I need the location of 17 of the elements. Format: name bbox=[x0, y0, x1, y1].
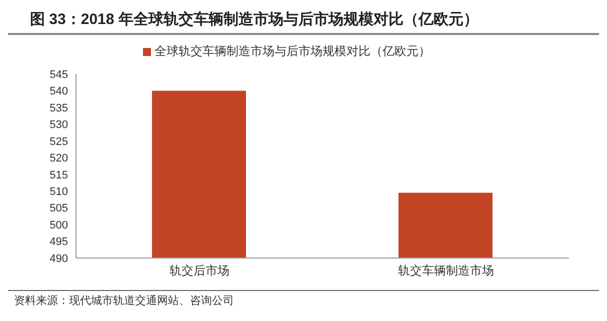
y-tick-label: 500 bbox=[50, 219, 68, 232]
chart-title: 图 33：2018 年全球轨交车辆制造市场与后市场规模对比（亿欧元） bbox=[8, 8, 599, 35]
y-tick-label: 495 bbox=[50, 236, 68, 248]
x-tick-label: 轨交后市场 bbox=[169, 264, 230, 278]
y-tick-label: 505 bbox=[50, 202, 68, 215]
y-tick-label: 520 bbox=[50, 152, 68, 165]
y-tick-label: 530 bbox=[50, 119, 68, 132]
y-tick-label: 490 bbox=[50, 252, 68, 265]
y-tick-label: 510 bbox=[50, 186, 68, 198]
x-tick-label: 轨交车辆制造市场 bbox=[398, 264, 494, 278]
y-tick-label: 525 bbox=[50, 136, 68, 148]
y-tick-label: 540 bbox=[50, 86, 68, 98]
y-tick-label: 535 bbox=[50, 102, 68, 114]
text: 资料来源：现代城市轨道交通网站、咨询公司 bbox=[14, 294, 235, 308]
y-tick-label: 515 bbox=[50, 169, 68, 182]
y-tick-label: 545 bbox=[50, 68, 68, 81]
legend-label: 全球轨交车辆制造市场与后市场规模对比（亿欧元） bbox=[154, 44, 430, 58]
